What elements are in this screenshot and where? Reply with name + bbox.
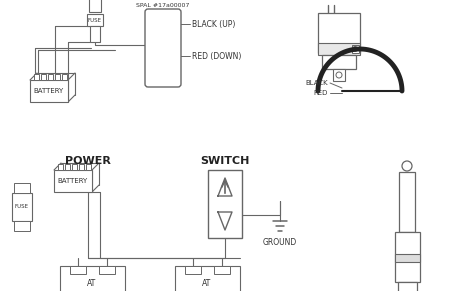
- Bar: [175, 266, 240, 291]
- Bar: [395, 254, 420, 262]
- Bar: [48, 74, 53, 80]
- Text: BATTERY: BATTERY: [34, 88, 64, 94]
- Bar: [208, 170, 242, 238]
- Circle shape: [353, 47, 357, 52]
- Text: BLACK: BLACK: [305, 80, 328, 86]
- Bar: [322, 55, 356, 69]
- Bar: [72, 164, 77, 170]
- Bar: [62, 74, 67, 80]
- Text: POWER: POWER: [65, 156, 111, 166]
- Bar: [34, 74, 39, 80]
- Bar: [79, 164, 84, 170]
- Bar: [55, 74, 60, 80]
- Bar: [333, 69, 345, 81]
- Bar: [318, 13, 360, 53]
- Circle shape: [336, 72, 342, 78]
- Bar: [14, 183, 30, 193]
- Bar: [214, 266, 230, 274]
- Bar: [89, 0, 101, 12]
- Bar: [54, 170, 92, 192]
- Text: AT: AT: [87, 279, 97, 288]
- Text: FUSE: FUSE: [15, 205, 29, 210]
- Bar: [86, 164, 91, 170]
- Text: BATTERY: BATTERY: [58, 178, 88, 184]
- Bar: [60, 266, 125, 291]
- Bar: [395, 232, 420, 282]
- Text: SWITCH: SWITCH: [201, 156, 250, 166]
- Bar: [14, 221, 30, 231]
- Bar: [185, 266, 201, 274]
- Bar: [30, 80, 68, 102]
- Bar: [12, 193, 32, 221]
- Bar: [87, 14, 103, 26]
- Text: SPAL #17a00007: SPAL #17a00007: [137, 3, 190, 8]
- Bar: [70, 266, 86, 274]
- Bar: [398, 282, 417, 291]
- Text: GROUND: GROUND: [263, 238, 297, 247]
- Text: BLACK (UP): BLACK (UP): [192, 19, 236, 29]
- Text: FUSE: FUSE: [88, 17, 102, 22]
- Text: RED: RED: [314, 90, 328, 96]
- FancyBboxPatch shape: [145, 9, 181, 87]
- Circle shape: [402, 161, 412, 171]
- Bar: [90, 26, 100, 42]
- Bar: [58, 164, 63, 170]
- Text: RED (DOWN): RED (DOWN): [192, 52, 241, 61]
- Bar: [318, 43, 360, 55]
- Bar: [65, 164, 70, 170]
- Text: AT: AT: [202, 279, 211, 288]
- Bar: [352, 45, 359, 53]
- Bar: [41, 74, 46, 80]
- Bar: [99, 266, 115, 274]
- Bar: [399, 172, 415, 232]
